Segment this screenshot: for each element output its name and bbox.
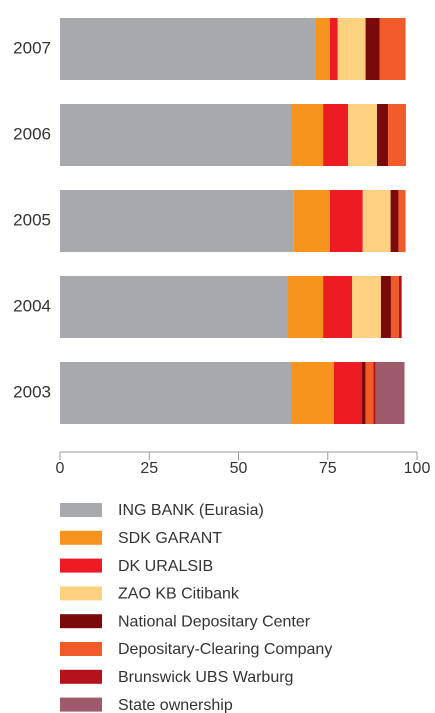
x-tick-label: 75 [319, 460, 337, 477]
bar-segment [352, 276, 381, 338]
bar-segment [373, 362, 376, 424]
y-tick-label: 2006 [13, 124, 51, 143]
bar-segment [390, 276, 399, 338]
y-tick-label: 2005 [13, 210, 51, 229]
legend-label: Depositary-Clearing Company [118, 641, 332, 658]
bar-segment [380, 276, 391, 338]
bar-segment [287, 276, 324, 338]
bar-segment [365, 18, 380, 80]
bar-segment [60, 18, 316, 80]
bar-segment [60, 190, 294, 252]
bar-segment [365, 362, 374, 424]
bar-segment [398, 276, 402, 338]
x-tick-label: 50 [230, 460, 248, 477]
bar-segment [362, 190, 391, 252]
bar-segment [377, 104, 389, 166]
legend-label: ING BANK (Eurasia) [118, 502, 264, 519]
bar-segment [315, 18, 330, 80]
bar-segment [60, 362, 291, 424]
legend-label: State ownership [118, 697, 233, 713]
x-tick-label: 0 [56, 460, 65, 477]
bar-segment [390, 190, 399, 252]
legend-swatch [60, 697, 102, 712]
legend-swatch [60, 558, 102, 573]
x-tick-label: 25 [140, 460, 158, 477]
bar-segment [379, 18, 406, 80]
bar-segment [333, 362, 362, 424]
legend-swatch [60, 530, 102, 545]
bar-segment [323, 276, 353, 338]
bar-segment [375, 362, 405, 424]
legend-swatch [60, 503, 102, 517]
bar-segment [388, 104, 406, 166]
legend-label: National Depositary Center [118, 613, 311, 630]
legend-label: SDK GARANT [118, 530, 222, 547]
bar-segment [348, 104, 378, 166]
legend-label: DK URALSIB [118, 558, 213, 575]
bar-segment [293, 190, 330, 252]
legend-swatch [60, 642, 102, 656]
bar-segment [60, 104, 291, 166]
bar-segment [398, 190, 406, 252]
y-tick-label: 2003 [13, 382, 51, 401]
bar-segment [290, 362, 334, 424]
bar-segment [290, 104, 324, 166]
bar-segment [337, 18, 366, 80]
bar-segment [361, 362, 366, 424]
legend-label: Brunswick UBS Warburg [118, 669, 293, 686]
bar-segment [323, 104, 349, 166]
legend-swatch [60, 614, 102, 629]
y-tick-label: 2007 [13, 38, 51, 57]
x-tick-label: 100 [404, 460, 431, 477]
y-tick-label: 2004 [13, 296, 51, 315]
legend-swatch [60, 586, 102, 601]
bar-segment [60, 276, 288, 338]
legend-label: ZAO KB Citibank [118, 586, 240, 603]
bar-segment [329, 18, 338, 80]
bar-segment [329, 190, 363, 252]
legend-swatch [60, 669, 102, 684]
